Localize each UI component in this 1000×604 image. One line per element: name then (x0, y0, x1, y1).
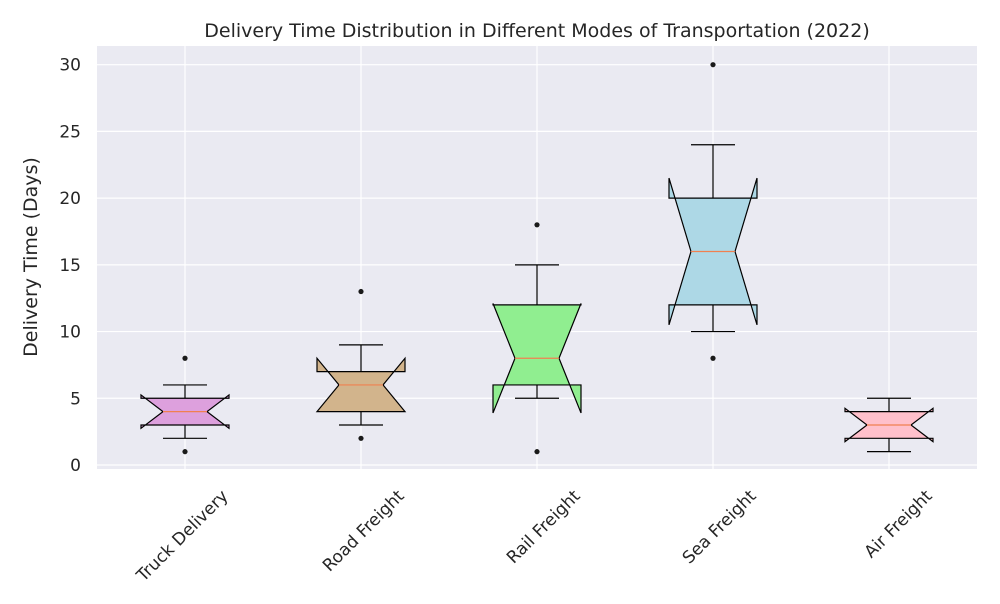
outlier-point (710, 356, 715, 361)
outlier-point (182, 356, 187, 361)
x-tick-label: Air Freight (861, 486, 937, 562)
chart-title: Delivery Time Distribution in Different … (204, 20, 869, 42)
y-tick-label: 25 (59, 122, 81, 142)
x-tick-label: Sea Freight (679, 486, 761, 568)
y-axis-ticks: 0 5 10 15 20 25 30 (59, 56, 81, 476)
outlier-point (534, 222, 539, 227)
outlier-point (534, 449, 539, 454)
x-tick-label: Road Freight (319, 486, 409, 576)
y-tick-label: 0 (70, 456, 81, 476)
y-tick-label: 10 (59, 323, 81, 343)
y-tick-label: 15 (59, 256, 81, 276)
outlier-point (358, 289, 363, 294)
x-tick-label: Truck Delivery (132, 486, 232, 586)
x-tick-label: Rail Freight (503, 486, 585, 568)
y-tick-label: 20 (59, 189, 81, 209)
y-axis-label: Delivery Time (Days) (20, 157, 42, 357)
x-axis-ticks: Truck Delivery Road Freight Rail Freight Se… (132, 486, 937, 587)
outlier-point (358, 436, 363, 441)
y-tick-label: 5 (70, 389, 81, 409)
outlier-point (710, 62, 715, 67)
outlier-point (182, 449, 187, 454)
y-tick-label: 30 (59, 56, 81, 76)
